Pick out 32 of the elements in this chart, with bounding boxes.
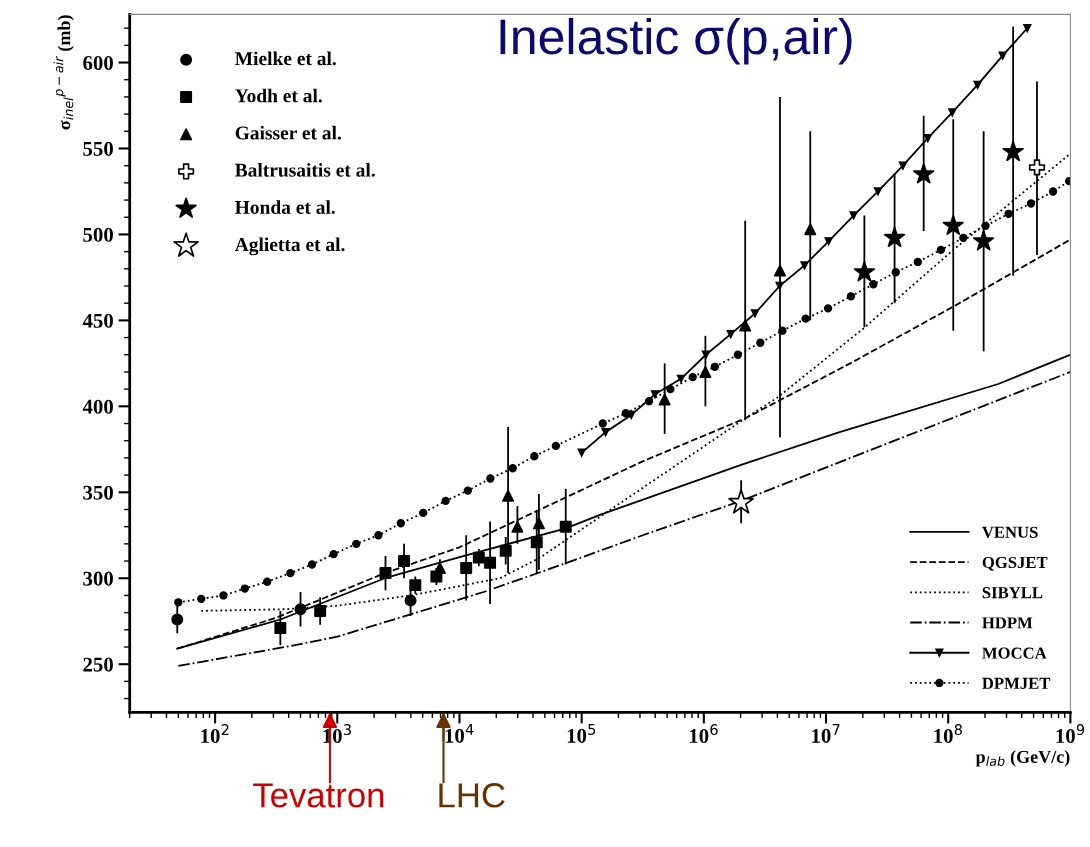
legend-label: DPMJET: [982, 677, 1051, 689]
ref-line-label: LHC: [439, 783, 505, 808]
y-tick-label: 400: [82, 399, 113, 414]
y-tick-label: 550: [83, 141, 113, 156]
chart-title: Inelastic σ(p,air): [500, 17, 852, 65]
x-tick-label: 10$^{7}$: [812, 724, 840, 743]
x-tick-label: 10$^{5}$: [567, 724, 596, 743]
legend-label: Honda et al.: [235, 200, 335, 215]
legend-label: VENUS: [982, 526, 1038, 538]
y-tick-label: 300: [83, 571, 113, 586]
legend-label: Yodh et al.: [235, 88, 322, 103]
y-tick-label: 450: [82, 313, 113, 328]
legend-label: HDPM: [982, 617, 1033, 629]
y-axis-title: σ$_{inel}$$^{p−air}$ (mb): [53, 15, 74, 130]
legend-label: MOCCA: [982, 647, 1047, 659]
legend-label: Aglietta et al.: [234, 237, 345, 256]
legend-label: SIBYLL: [982, 587, 1043, 599]
y-tick-label: 500: [83, 227, 113, 242]
y-tick-label: 600: [83, 55, 113, 70]
legend-label: Baltrusaitis et al.: [235, 163, 375, 177]
x-tick-label: 10$^{2}$: [201, 724, 229, 744]
legend-label: QGSJET: [982, 556, 1048, 571]
legend-label: Mielke et al.: [235, 51, 336, 66]
y-tick-label: 350: [83, 485, 113, 500]
y-tick-label: 250: [83, 657, 113, 672]
ref-line-label: Tevatron: [253, 783, 384, 808]
x-tick-label: 10$^{8}$: [934, 724, 962, 744]
x-tick-label: 10$^{9}$: [1056, 724, 1085, 744]
x-tick-label: 10$^{4}$: [445, 724, 474, 743]
x-tick-label: 10$^{6}$: [689, 724, 718, 744]
legend-label: Gaisser et al.: [235, 125, 341, 140]
x-axis-title: p$_{lab}$ (GeV/c): [975, 750, 1070, 767]
